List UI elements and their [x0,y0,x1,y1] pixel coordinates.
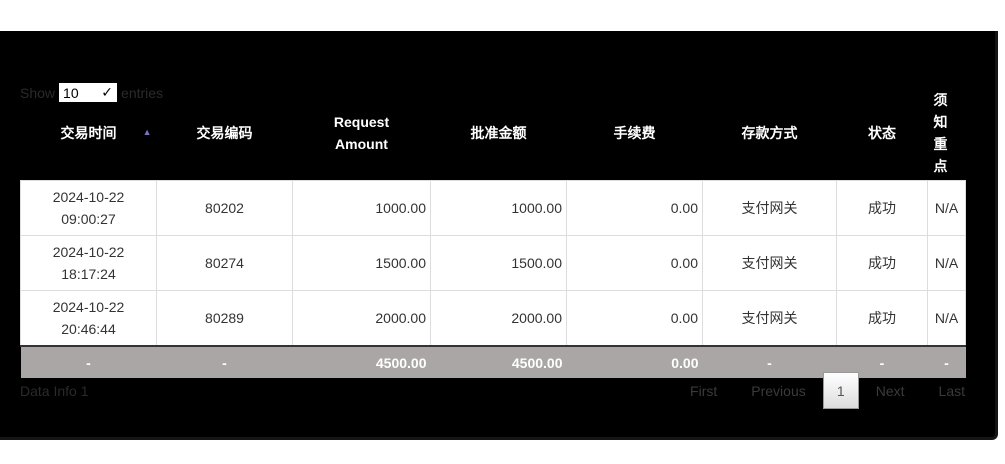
table-cell: 支付网关 [702,180,837,236]
chevron-down-icon: ✓ [101,84,114,100]
total-cell: - [20,345,157,378]
table-row: 2024-10-22 20:46:44 80289 2000.00 2000.00 0.… [20,290,966,347]
totals-row: - -4500.00 4500.00 0.00- - - [20,345,966,378]
sort-asc-icon: ▲ [142,127,152,137]
table-cell: N/A [927,180,966,236]
header-fee[interactable]: 手续费 [613,124,656,141]
table-row: 2024-10-22 09:00:27 80202 1000.00 1000.00 0.… [20,180,966,236]
header-transaction-time[interactable]: 交易时间 ▲ [21,85,157,181]
header-approved-amount[interactable]: 批准金额 [470,124,527,141]
length-control: Show 10 ✓ entries [20,83,163,102]
header-deposit-method[interactable]: 存款方式 [741,124,798,141]
total-cell: 4500.00 [292,345,431,378]
next-page-button[interactable]: Next [875,382,905,399]
previous-page-button[interactable]: Previous [751,382,806,399]
entries-label: entries [121,84,164,101]
table-cell: N/A [927,235,966,291]
table-cell: 0.00 [566,235,703,291]
table-cell: 支付网关 [702,290,837,347]
table-cell: 0.00 [566,180,703,236]
table-cell: N/A [927,290,966,347]
header-request-amount[interactable]: Request Amount [333,113,390,152]
total-cell: 0.00 [566,345,703,378]
table-info: Data Info 1 [20,383,89,399]
header-transaction-code[interactable]: 交易编码 [196,124,253,141]
table-cell: 2000.00 [430,290,567,347]
page-length-select[interactable]: 10 ✓ [59,83,118,102]
table-cell: 支付网关 [702,235,837,291]
first-page-button[interactable]: First [690,382,718,399]
page-1-button[interactable]: 1 [822,372,859,409]
table-cell: 成功 [836,180,928,236]
table-cell: 80274 [156,235,293,291]
table-cell: 1000.00 [292,180,431,236]
table-row: 2024-10-22 18:17:24 80274 1500.00 1500.00 0.… [20,235,966,291]
table-cell: 1500.00 [430,235,567,291]
table-cell: 0.00 [566,290,703,347]
total-cell: 4500.00 [430,345,567,378]
table-cell: 成功 [836,235,928,291]
table-cell: 2024-10-22 18:17:24 [20,235,157,291]
pagination: First Previous 1 Next Last [673,372,965,409]
table-cell: 1000.00 [430,180,567,236]
table-cell: 2024-10-22 20:46:44 [20,290,157,347]
show-label: Show [20,84,56,101]
table-cell: 1500.00 [292,235,431,291]
table-cell: 2000.00 [292,290,431,347]
table-cell: 成功 [836,290,928,347]
total-cell: - [927,345,966,378]
header-notes[interactable]: 须知重点 [933,91,948,174]
header-status[interactable]: 状态 [868,124,896,141]
last-page-button[interactable]: Last [938,382,965,399]
total-cell: - [156,345,293,378]
table-cell: 2024-10-22 09:00:27 [20,180,157,236]
total-cell: - [702,345,837,378]
table-cell: 80289 [156,290,293,347]
transactions-table: 交易时间 ▲ 交易编码 Request Amount 批准金额 手续费 存款方式 … [20,85,966,378]
table-cell: 80202 [156,180,293,236]
page-length-value: 10 [63,84,79,101]
